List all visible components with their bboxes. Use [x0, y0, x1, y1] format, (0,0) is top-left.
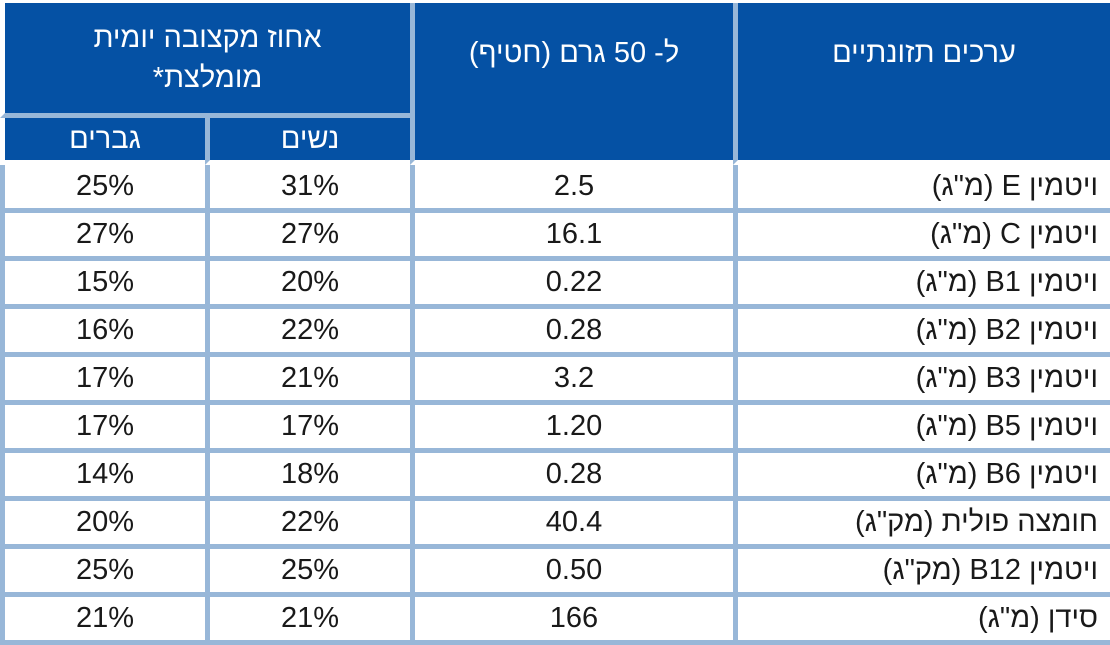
- table-row: ויטמין B3 (מ"ג) 3.2 21% 17%: [0, 357, 1110, 405]
- per-50g-value: 0.28: [410, 453, 733, 501]
- per-50g-value: 0.22: [410, 261, 733, 309]
- table-row: ויטמין B12 (מק"ג) 0.50 25% 25%: [0, 549, 1110, 597]
- men-pct: 15%: [0, 261, 205, 309]
- nutrient-label: סידן (מ"ג): [733, 597, 1110, 645]
- women-pct: 25%: [205, 549, 410, 597]
- per-50g-value: 1.20: [410, 405, 733, 453]
- nutrient-label: ויטמין B12 (מק"ג): [733, 549, 1110, 597]
- women-pct: 27%: [205, 213, 410, 261]
- nutrient-label: חומצה פולית (מק"ג): [733, 501, 1110, 549]
- nutrient-label: ויטמין B3 (מ"ג): [733, 357, 1110, 405]
- men-pct: 14%: [0, 453, 205, 501]
- per-50g-value: 0.50: [410, 549, 733, 597]
- per-50g-value: 16.1: [410, 213, 733, 261]
- table-row: ויטמין B6 (מ"ג) 0.28 18% 14%: [0, 453, 1110, 501]
- women-pct: 22%: [205, 501, 410, 549]
- men-pct: 27%: [0, 213, 205, 261]
- nutrient-label: ויטמין E (מ"ג): [733, 165, 1110, 213]
- men-pct: 21%: [0, 597, 205, 645]
- table-row: ויטמין B1 (מ"ג) 0.22 20% 15%: [0, 261, 1110, 309]
- women-pct: 31%: [205, 165, 410, 213]
- per-50g-value: 3.2: [410, 357, 733, 405]
- men-pct: 16%: [0, 309, 205, 357]
- header-row-main: ערכים תזונתיים ל- 50 גרם (חטיף) אחוז מקצ…: [0, 3, 1110, 165]
- table-row: ויטמין B5 (מ"ג) 1.20 17% 17%: [0, 405, 1110, 453]
- men-pct: 17%: [0, 357, 205, 405]
- nutrient-label: ויטמין B6 (מ"ג): [733, 453, 1110, 501]
- men-pct: 20%: [0, 501, 205, 549]
- table-row: ויטמין B2 (מ"ג) 0.28 22% 16%: [0, 309, 1110, 357]
- women-pct: 21%: [205, 597, 410, 645]
- women-pct: 20%: [205, 261, 410, 309]
- header-row-sub: נשים גברים: [0, 118, 1110, 165]
- per-50g-value: 0.28: [410, 309, 733, 357]
- nutrient-label: ויטמין B5 (מ"ג): [733, 405, 1110, 453]
- table-row: ויטמין E (מ"ג) 2.5 31% 25%: [0, 165, 1110, 213]
- men-pct: 17%: [0, 405, 205, 453]
- header-daily-allowance-pct: אחוז מקצובה יומית מומלצת*: [0, 3, 410, 118]
- table-row: ויטמין C (מ"ג) 16.1 27% 27%: [0, 213, 1110, 261]
- women-pct: 18%: [205, 453, 410, 501]
- header-per-50g: ל- 50 גרם (חטיף): [410, 3, 733, 165]
- per-50g-value: 166: [410, 597, 733, 645]
- header-nutrient: ערכים תזונתיים: [733, 3, 1110, 165]
- nutrient-label: ויטמין B1 (מ"ג): [733, 261, 1110, 309]
- women-pct: 21%: [205, 357, 410, 405]
- header-men: גברים: [0, 118, 205, 165]
- per-50g-value: 2.5: [410, 165, 733, 213]
- nutrition-table-body: ויטמין E (מ"ג) 2.5 31% 25% ויטמין C (מ"ג…: [0, 165, 1110, 645]
- nutrient-label: ויטמין B2 (מ"ג): [733, 309, 1110, 357]
- men-pct: 25%: [0, 165, 205, 213]
- nutrition-table: ערכים תזונתיים ל- 50 גרם (חטיף) אחוז מקצ…: [0, 3, 1110, 645]
- table-row: סידן (מ"ג) 166 21% 21%: [0, 597, 1110, 645]
- header-women: נשים: [205, 118, 410, 165]
- per-50g-value: 40.4: [410, 501, 733, 549]
- men-pct: 25%: [0, 549, 205, 597]
- table-row: חומצה פולית (מק"ג) 40.4 22% 20%: [0, 501, 1110, 549]
- women-pct: 17%: [205, 405, 410, 453]
- women-pct: 22%: [205, 309, 410, 357]
- nutrient-label: ויטמין C (מ"ג): [733, 213, 1110, 261]
- nutrition-table-header: ערכים תזונתיים ל- 50 גרם (חטיף) אחוז מקצ…: [0, 3, 1110, 165]
